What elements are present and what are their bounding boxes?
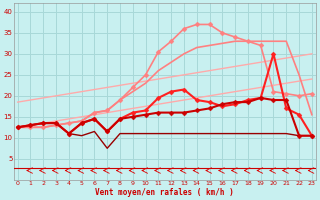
X-axis label: Vent moyen/en rafales ( km/h ): Vent moyen/en rafales ( km/h ) [95, 188, 234, 197]
